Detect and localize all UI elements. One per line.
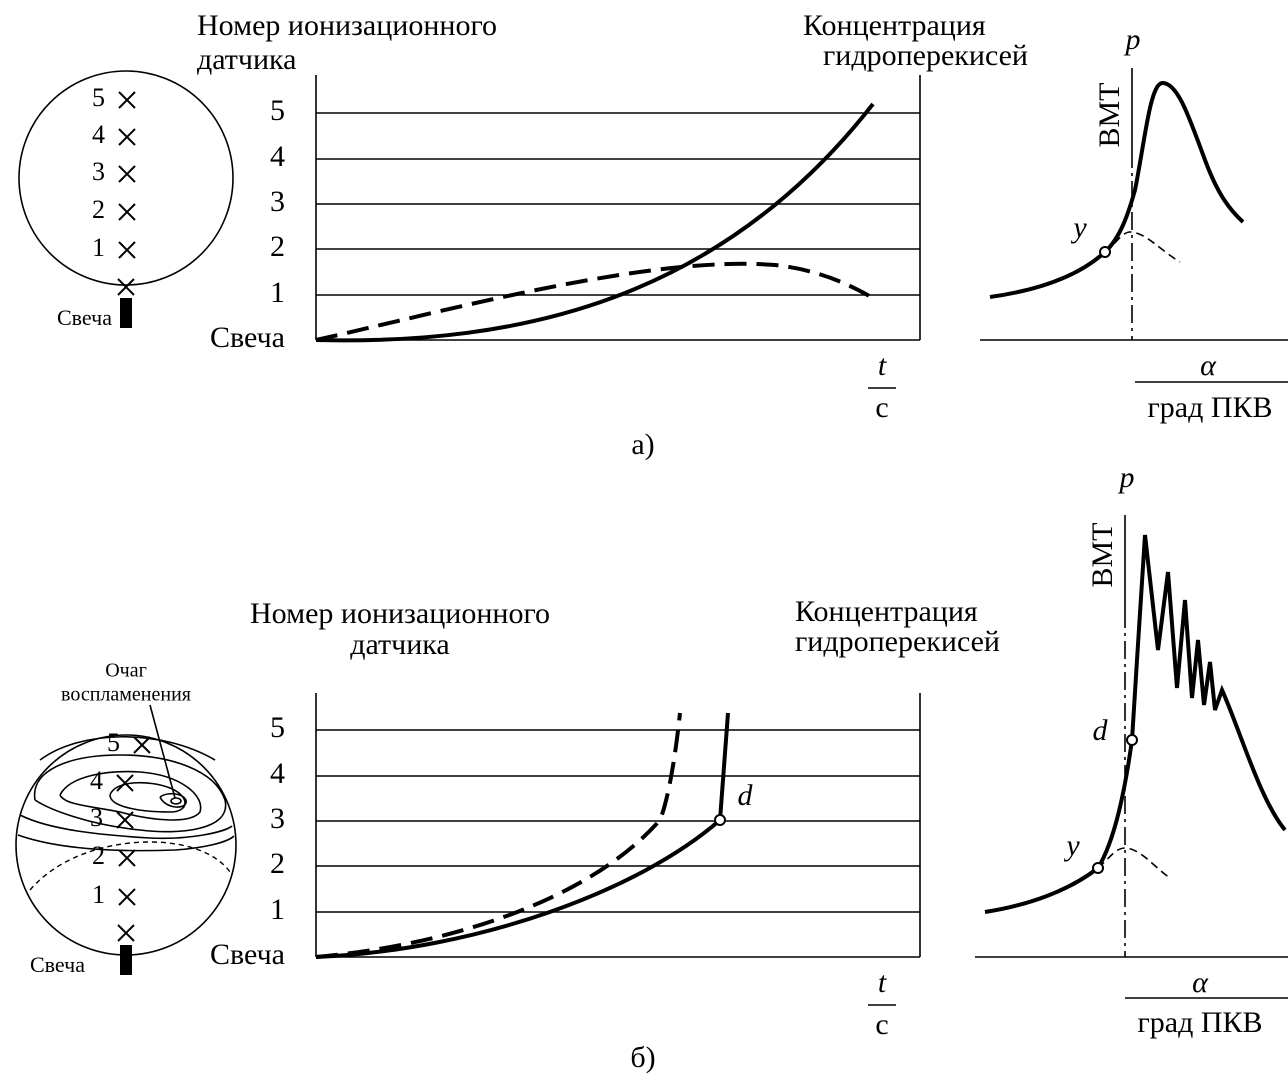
right-title: гидроперекисей <box>795 625 1000 658</box>
sensor-label: 3 <box>90 803 103 832</box>
sensor-mark <box>117 924 135 942</box>
pressure-curve <box>989 81 1245 299</box>
p-label: p <box>1118 461 1135 494</box>
spark-plug <box>120 298 132 328</box>
sensor-mark <box>116 811 134 829</box>
point-label: y <box>1063 829 1080 862</box>
focus-leader <box>149 704 176 799</box>
flame-contours <box>17 735 235 852</box>
flame-curve <box>315 102 875 343</box>
x-den: с <box>875 1008 888 1041</box>
x-den: град ПКВ <box>1137 1006 1262 1039</box>
level-label: 1 <box>270 893 285 926</box>
right-title: Концентрация <box>795 595 978 628</box>
sensor-label: 4 <box>92 120 105 149</box>
pressure-curve <box>984 534 1287 914</box>
sensor-mark <box>117 278 135 296</box>
chamber-outline <box>18 70 234 286</box>
panel-b: Очаг воспламенения Свеча Номер ионизацио… <box>15 461 1288 1074</box>
flame-curve <box>315 712 730 959</box>
sensor-label: 4 <box>90 766 103 795</box>
motoring-curve <box>1097 847 1171 879</box>
point-label: y <box>1070 211 1087 244</box>
sensor-mark <box>118 888 136 906</box>
y-title: датчика <box>197 43 297 76</box>
sensor-mark <box>118 128 136 146</box>
x-den: с <box>875 391 888 424</box>
concentration-curve <box>315 712 682 959</box>
chamber-outline <box>15 734 237 956</box>
sensor-mark <box>118 241 136 259</box>
ignition-focus <box>170 797 182 805</box>
sensor-label: 1 <box>92 233 105 262</box>
flame-front <box>29 841 233 891</box>
level-label: Свеча <box>210 938 285 971</box>
x-den: град ПКВ <box>1147 391 1272 424</box>
point-d <box>714 814 726 826</box>
tdc-label: ВМТ <box>1093 82 1126 147</box>
caption: б) <box>630 1041 655 1074</box>
y-title: Номер ионизационного <box>197 9 497 42</box>
sensor-mark <box>118 849 136 867</box>
spark-label: Свеча <box>30 952 85 977</box>
sensor-label: 5 <box>107 728 120 757</box>
level-label: 3 <box>270 185 285 218</box>
panel-a: Свеча Номер ионизационного датчика Конце… <box>18 9 1288 461</box>
point-label: d <box>738 779 754 812</box>
level-label: 3 <box>270 802 285 835</box>
tdc-label: ВМТ <box>1086 522 1119 587</box>
level-label: 5 <box>270 94 285 127</box>
point-d <box>1126 734 1138 746</box>
y-title: датчика <box>350 628 450 661</box>
level-label: 5 <box>270 711 285 744</box>
right-title: Концентрация <box>803 9 986 42</box>
level-label: 4 <box>270 757 285 790</box>
point-y <box>1092 862 1104 874</box>
caption: а) <box>631 428 654 461</box>
sensor-label: 2 <box>92 195 105 224</box>
level-label: Свеча <box>210 321 285 354</box>
spark-label: Свеча <box>57 305 112 330</box>
sensor-label: 2 <box>92 841 105 870</box>
sensor-mark <box>118 203 136 221</box>
right-title: гидроперекисей <box>823 39 1028 72</box>
level-label: 2 <box>270 230 285 263</box>
point-label: d <box>1093 714 1109 747</box>
focus-label: воспламенения <box>61 684 191 706</box>
sensor-label: 5 <box>92 83 105 112</box>
point-y <box>1099 246 1111 258</box>
sensor-label: 3 <box>92 157 105 186</box>
motoring-curve <box>1104 231 1181 263</box>
concentration-curve <box>315 261 874 342</box>
p-label: p <box>1124 23 1141 56</box>
y-title: Номер ионизационного <box>250 597 550 630</box>
level-label: 1 <box>270 276 285 309</box>
sensor-mark <box>118 165 136 183</box>
level-label: 4 <box>270 140 285 173</box>
x-num: α <box>1200 349 1217 382</box>
spark-plug <box>120 945 132 975</box>
x-num: α <box>1192 966 1209 999</box>
sensor-mark <box>118 91 136 109</box>
x-num: t <box>878 966 887 999</box>
focus-label: Очаг <box>105 660 147 682</box>
sensor-mark <box>116 774 134 792</box>
sensor-mark <box>133 736 151 754</box>
level-label: 2 <box>270 847 285 880</box>
x-num: t <box>878 349 887 382</box>
sensor-label: 1 <box>92 880 105 909</box>
